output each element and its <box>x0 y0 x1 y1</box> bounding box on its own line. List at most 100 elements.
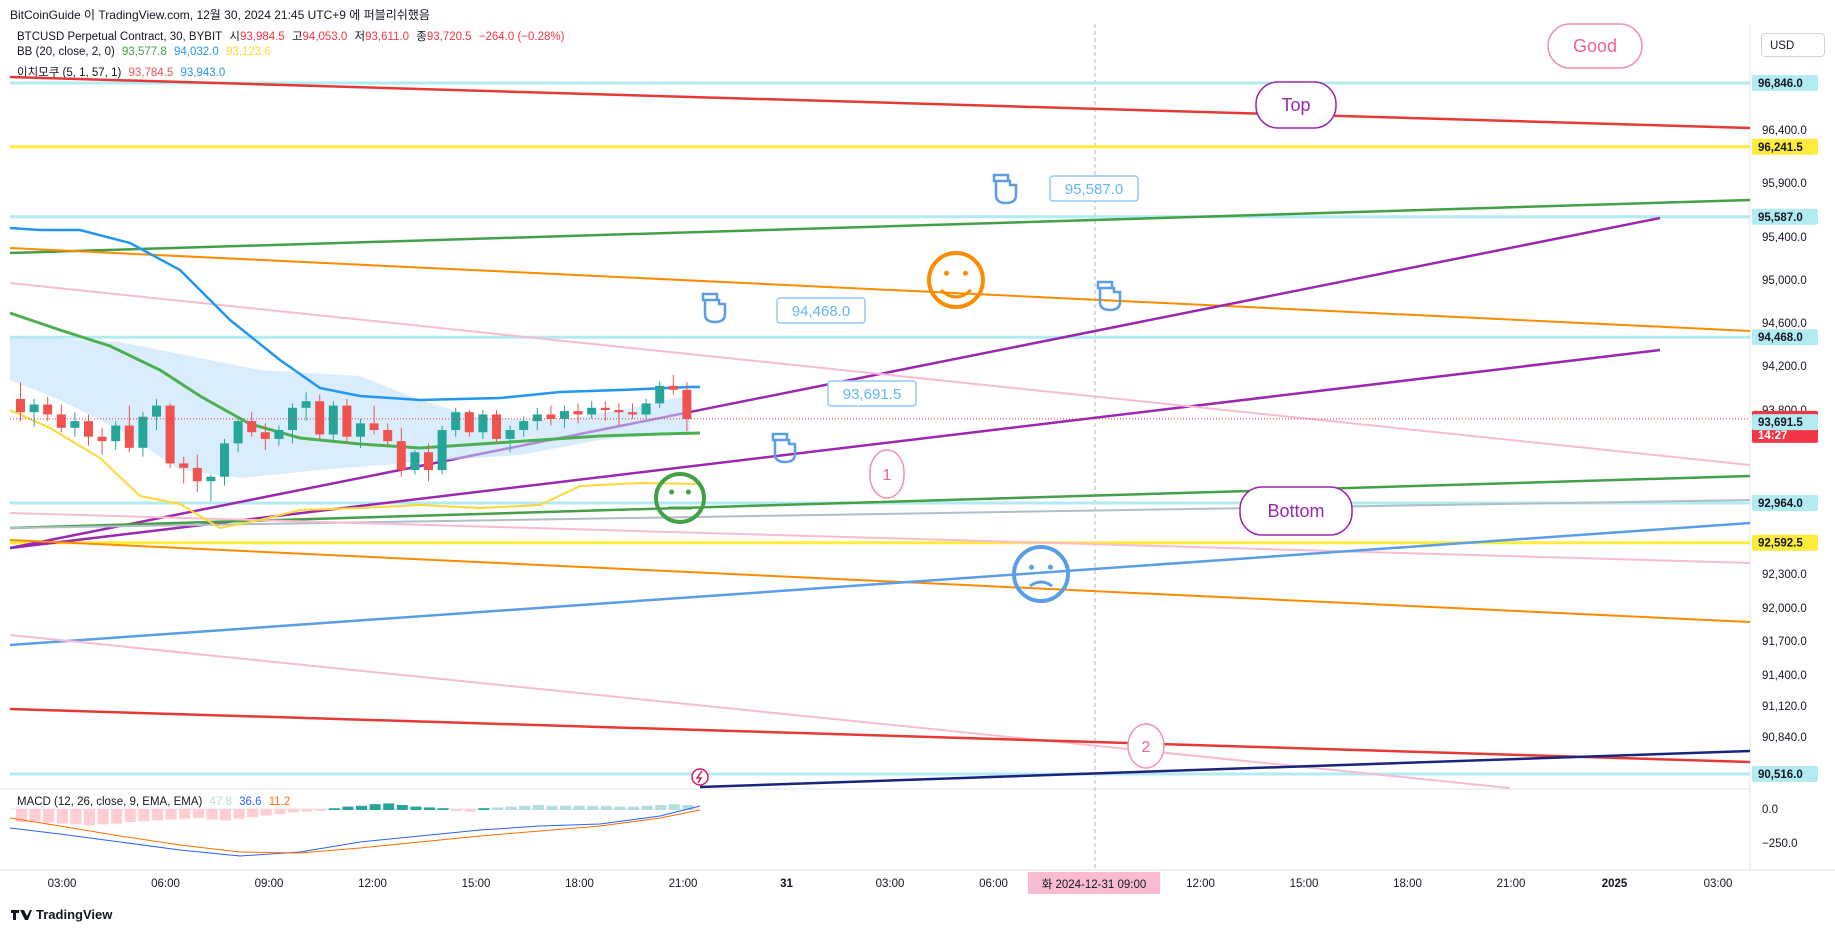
candle-body <box>16 399 25 413</box>
price-tick-label: 90,840.0 <box>1762 732 1807 744</box>
low-label: 저 <box>354 31 366 43</box>
callout-label: Top <box>1281 95 1310 115</box>
time-tick-label: 15:00 <box>1290 878 1319 890</box>
dizzy-face-icon <box>1012 545 1070 603</box>
macd-histogram-bar <box>29 809 41 822</box>
bb-lower-line <box>9 409 701 530</box>
bb-upper-line <box>9 226 700 402</box>
tradingview-icon <box>11 909 32 920</box>
macd-tick-label: 0.0 <box>1762 804 1778 816</box>
price-level-badge-label: 94,468.0 <box>1758 332 1803 344</box>
callout-label: Good <box>1573 36 1617 56</box>
bb-legend[interactable]: BB (20, close, 2, 0) 93,577.8 94,032.0 9… <box>17 46 275 58</box>
macd-histogram-bar <box>124 809 136 822</box>
macd-histogram-bar <box>247 809 259 818</box>
candle-body <box>396 441 406 471</box>
macd-histogram-bar <box>614 806 626 810</box>
price-note-label: 93,691.5 <box>843 386 901 403</box>
candle-body <box>84 421 93 437</box>
time-tick-label: 03:00 <box>1704 878 1733 890</box>
trendline <box>9 348 1661 550</box>
tradingview-logo[interactable]: TradingView <box>10 907 112 922</box>
ichimoku-b-value: 93,943.0 <box>180 67 226 79</box>
price-level-badge <box>1752 138 1818 155</box>
macd-histogram-bar <box>356 805 367 810</box>
candle-body <box>560 411 569 419</box>
candle-body <box>573 411 583 415</box>
happy-face-icon-eye <box>962 270 968 276</box>
time-tick-label: 2025 <box>1602 878 1628 890</box>
candle-body <box>70 421 80 428</box>
price-note-box <box>827 380 917 407</box>
trendline <box>9 75 1751 130</box>
macd-legend[interactable]: MACD (12, 26, close, 9, EMA, EMA) 47.8 3… <box>17 796 294 808</box>
lightning-marker-glyph <box>695 770 703 784</box>
time-tick-label: 06:00 <box>151 878 180 890</box>
candle-body <box>124 425 134 448</box>
macd-histogram-bar <box>410 806 422 810</box>
macd-histogram-bar <box>220 809 231 821</box>
macd-histogram-bar <box>206 809 218 820</box>
candle-body <box>383 430 393 442</box>
candle-body <box>600 407 610 410</box>
time-tick-label: 15:00 <box>462 878 491 890</box>
callout-bubble <box>1547 23 1643 69</box>
price-level-badge-label: 93,691.5 <box>1758 417 1803 429</box>
callout-bubble <box>869 449 905 499</box>
macd-histogram-bar <box>505 806 517 810</box>
candle-body <box>655 385 665 404</box>
macd-histogram-bar <box>573 805 585 810</box>
macd-histogram-bar <box>315 809 327 811</box>
candle-body <box>165 405 175 464</box>
trendline <box>9 707 1751 764</box>
candle-body <box>519 421 529 431</box>
time-tick-label: 18:00 <box>1393 878 1422 890</box>
macd-histogram-bar <box>519 805 531 810</box>
time-tick-label: 21:00 <box>1497 878 1526 890</box>
macd-histogram-bar <box>396 805 408 810</box>
lightning-marker-icon <box>691 768 709 786</box>
macd-tick-label: −250.0 <box>1762 838 1798 850</box>
candle-body <box>410 452 420 471</box>
macd-histogram-bar <box>655 805 667 810</box>
price-level-badge-label: 96,846.0 <box>1758 78 1803 90</box>
callout-label: 2 <box>1142 739 1151 756</box>
price-note-box <box>1049 175 1139 202</box>
high-label: 고 <box>291 31 303 43</box>
candle-body <box>179 463 189 468</box>
price-level-badge <box>1752 329 1818 346</box>
macd-histogram-bar <box>369 804 381 810</box>
macd-histogram-bar <box>668 804 680 810</box>
macd-histogram-bar <box>260 809 272 816</box>
candle-body <box>682 389 692 419</box>
candle-body <box>641 403 651 415</box>
macd-histogram-bar <box>587 805 599 810</box>
macd-histogram-bar <box>165 809 177 820</box>
ichimoku-a-value: 93,784.5 <box>128 67 174 79</box>
currency-button[interactable]: USD <box>1761 33 1825 57</box>
candle-body <box>29 404 39 413</box>
macd-histogram-bar <box>641 805 653 810</box>
ichimoku-legend[interactable]: 이치모쿠 (5, 1, 57, 1) 93,784.5 93,943.0 <box>17 64 229 80</box>
symbol-legend[interactable]: BTCUSD Perpetual Contract, 30, BYBIT 시93… <box>17 28 568 44</box>
price-level-badge-label: 92,592.5 <box>1758 538 1803 550</box>
price-note-label: 94,468.0 <box>792 303 850 320</box>
open-label: 시 <box>229 31 240 43</box>
candle-body <box>328 405 338 435</box>
neutral-face-icon-eye <box>669 489 675 495</box>
happy-face-icon-eye <box>944 270 950 276</box>
crosshair-time-label: 화 2024-12-31 09:00 <box>1042 878 1147 891</box>
macd-histogram-bar <box>383 803 395 810</box>
price-level-badge <box>1752 75 1818 91</box>
time-tick-label: 03:00 <box>48 878 77 890</box>
candle-body <box>56 414 66 428</box>
trendline <box>9 634 1511 789</box>
candle-body <box>192 467 202 482</box>
pointing-hand-icon <box>992 173 1018 205</box>
candle-body <box>587 407 597 415</box>
symbol-name: BTCUSD Perpetual Contract, 30, BYBIT <box>17 31 223 43</box>
macd-hist-value: 47.8 <box>209 796 232 808</box>
time-tick-label: 21:00 <box>669 878 698 890</box>
macd-histogram-bar <box>233 809 245 819</box>
